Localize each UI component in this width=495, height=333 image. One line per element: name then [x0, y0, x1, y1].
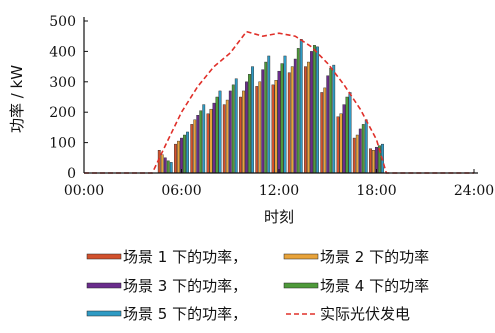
x-tick-label: 24:00 — [454, 183, 494, 199]
y-axis-title: 功率 / kW — [8, 65, 26, 133]
y-tick-label: 300 — [49, 75, 76, 91]
bar-5-17 — [364, 119, 368, 174]
bar-1-10 — [239, 96, 242, 174]
legend-swatch-1 — [86, 253, 122, 260]
bar-5-11 — [267, 55, 271, 174]
bar-2-7 — [193, 119, 197, 174]
bar-2-14 — [307, 61, 310, 174]
x-tick-label: 18:00 — [356, 183, 396, 199]
legend-swatch-5 — [86, 310, 122, 317]
bar-3-5 — [163, 157, 167, 174]
bar-4-17 — [361, 124, 365, 174]
bar-3-9 — [228, 90, 232, 174]
bar-2-16 — [339, 113, 343, 174]
bar-5-6 — [186, 131, 189, 174]
x-tick-label: 06:00 — [161, 183, 201, 199]
legend-label-5: 场景 5 下的功率， — [123, 305, 247, 323]
bar-5-16 — [348, 92, 352, 174]
legend-label-1: 场景 1 下的功率， — [123, 248, 247, 266]
bar-1-15 — [320, 92, 324, 174]
y-tick-label: 400 — [49, 44, 76, 60]
actual-pv-line — [84, 30, 474, 174]
legend-label-4: 场景 4 下的功率 — [320, 277, 429, 295]
bar-2-5 — [160, 154, 164, 174]
bar-1-11 — [255, 86, 259, 174]
x-axis-title: 时刻 — [264, 208, 294, 226]
bar-3-10 — [245, 81, 248, 174]
bar-5-12 — [283, 55, 287, 174]
legend-label-2: 场景 2 下的功率 — [320, 248, 429, 266]
bar-1-16 — [336, 116, 340, 174]
bar-3-16 — [342, 104, 346, 174]
bar-1-7 — [190, 124, 194, 174]
bar-2-17 — [355, 134, 359, 174]
bar-2-15 — [323, 87, 327, 174]
y-tick-label: 200 — [49, 105, 76, 121]
bar-3-8 — [212, 102, 216, 174]
bar-1-8 — [206, 113, 210, 174]
bar-4-5 — [166, 160, 170, 174]
bar-5-8 — [218, 90, 222, 174]
bar-4-14 — [313, 45, 316, 174]
legend-swatch-4 — [283, 282, 319, 289]
legend-label-3: 场景 3 下的功率， — [123, 277, 247, 295]
bar-3-15 — [326, 75, 330, 174]
bar-5-10 — [251, 66, 254, 174]
bar-4-16 — [345, 96, 349, 174]
bar-2-13 — [290, 66, 294, 174]
bar-1-13 — [287, 72, 291, 174]
bar-5-9 — [234, 78, 238, 174]
bar-2-9 — [225, 99, 229, 174]
x-tick-label: 00:00 — [64, 183, 104, 199]
bar-1-9 — [222, 104, 226, 174]
bar-3-13 — [293, 58, 297, 174]
bar-5-13 — [299, 39, 303, 174]
bar-2-12 — [274, 80, 278, 174]
bar-1-17 — [352, 137, 356, 174]
bar-4-12 — [280, 63, 284, 174]
x-tick-label: 12:00 — [259, 183, 299, 199]
bar-1-12 — [271, 84, 275, 174]
bar-1-6 — [174, 143, 177, 174]
bar-5-15 — [332, 64, 336, 174]
bar-3-6 — [180, 137, 183, 174]
bar-5-14 — [316, 46, 319, 174]
bar-3-7 — [196, 115, 200, 174]
legend-swatch-2 — [283, 253, 319, 260]
bar-4-8 — [215, 96, 219, 174]
bar-4-9 — [231, 84, 235, 174]
y-tick-label: 500 — [49, 14, 76, 30]
legend-label-6: 实际光伏发电 — [320, 305, 410, 323]
bar-1-14 — [304, 66, 307, 174]
bar-5-7 — [202, 104, 206, 174]
bar-3-17 — [358, 128, 362, 174]
bar-4-15 — [329, 67, 333, 174]
bar-1-18 — [369, 148, 372, 174]
bar-4-13 — [296, 48, 300, 174]
bar-2-11 — [258, 81, 262, 174]
bar-4-11 — [264, 61, 268, 174]
bar-4-6 — [183, 134, 186, 174]
bar-3-11 — [261, 69, 265, 174]
bar-2-6 — [177, 140, 180, 174]
y-tick-label: 0 — [67, 166, 76, 182]
bar-3-14 — [310, 51, 313, 174]
bar-2-18 — [372, 149, 375, 174]
bar-4-10 — [248, 73, 251, 174]
bar-2-8 — [209, 108, 213, 174]
bar-2-10 — [242, 90, 245, 174]
bar-5-5 — [169, 162, 173, 174]
legend-swatch-3 — [86, 282, 122, 289]
bar-3-12 — [277, 70, 281, 174]
bar-4-7 — [199, 110, 203, 174]
y-tick-label: 100 — [49, 136, 76, 152]
